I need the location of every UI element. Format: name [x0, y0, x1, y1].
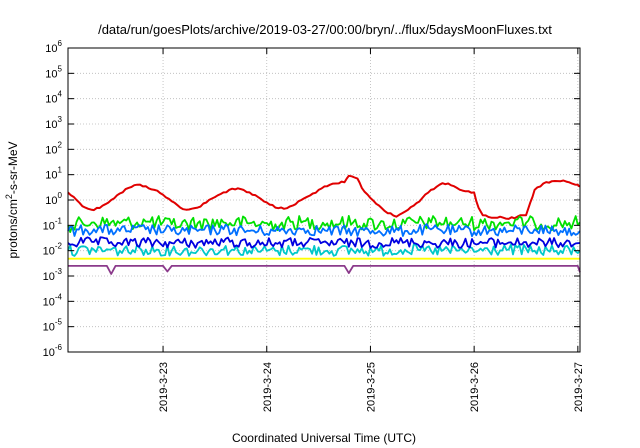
- y-tick-label: 100: [45, 191, 62, 207]
- x-tick-label: 2019-3-25: [365, 362, 377, 412]
- axes: [67, 47, 581, 353]
- x-tick-label: 2019-3-23: [158, 362, 170, 412]
- y-axis-label: protons/cm2-s-sr-MeV: [4, 141, 20, 258]
- y-tick-label: 102: [45, 140, 62, 156]
- y-tick-label: 105: [45, 64, 62, 80]
- y-tick-label: 10-6: [43, 343, 63, 359]
- y-tick-label: 103: [45, 115, 62, 131]
- y-tick-labels: 10-6 10-5 10-4 10-3 10-2 10-1 100 101 102 103 104 1…: [43, 39, 63, 359]
- series-line-2: [67, 215, 581, 233]
- y-tick-label: 10-3: [43, 267, 63, 283]
- plot-frame: [67, 47, 581, 353]
- x-tick-label: 2019-3-26: [469, 362, 481, 412]
- series-line-7: [68, 265, 581, 275]
- series-line-1: [67, 174, 581, 220]
- y-tick-label: 10-4: [43, 292, 63, 308]
- chart-title: /data/run/goesPlots/archive/2019-03-27/0…: [98, 22, 552, 37]
- x-tick-labels: 2019-3-23 2019-3-24 2019-3-25 2019-3-26 2019…: [158, 362, 585, 412]
- series-line-5: [67, 236, 581, 249]
- y-tick-label: 10-2: [43, 242, 63, 258]
- grid: [68, 48, 580, 352]
- x-tick-label: 2019-3-24: [262, 362, 274, 412]
- series-line-3: [67, 223, 581, 238]
- y-tick-label: 101: [45, 166, 62, 182]
- y-tick-label: 10-1: [43, 216, 63, 232]
- x-tick-label: 2019-3-27: [573, 362, 585, 412]
- y-tick-label: 106: [45, 39, 62, 55]
- x-axis-label: Coordinated Universal Time (UTC): [232, 431, 416, 445]
- y-tick-label: 104: [45, 90, 62, 106]
- series-line-4: [67, 243, 581, 257]
- series-group: [67, 174, 581, 275]
- y-tick-label: 10-5: [43, 318, 63, 334]
